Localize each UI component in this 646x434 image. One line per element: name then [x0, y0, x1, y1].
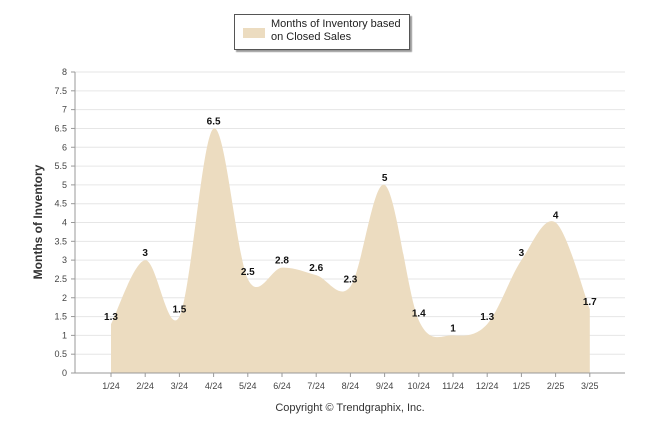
y-tick-label: 0 [62, 368, 67, 378]
x-tick-label: 10/24 [408, 381, 431, 391]
y-tick-label: 3.5 [54, 236, 67, 246]
x-tick-label: 6/24 [273, 381, 291, 391]
gridlines [75, 71, 625, 355]
y-tick-labels: 0 0.5 1 1.5 2 2.5 3 3.5 4 4.5 5 5.5 6 6.5 7 7.5 8 [54, 67, 67, 378]
data-label: 3 [519, 248, 525, 259]
data-label: 4 [553, 211, 559, 222]
data-label: 1.3 [104, 312, 118, 323]
y-tick-label: 4 [62, 218, 67, 228]
y-tick-label: 4.5 [54, 199, 67, 209]
y-tick-label: 5.5 [54, 161, 67, 171]
y-tick-label: 6 [62, 142, 67, 152]
y-tick-label: 2 [62, 293, 67, 303]
data-label: 1 [450, 323, 456, 334]
y-tick-label: 3 [62, 255, 67, 265]
y-tick-label: 7.5 [54, 86, 67, 96]
data-label: 2.5 [241, 267, 255, 278]
data-label: 2.8 [275, 256, 289, 267]
data-label: 2.3 [343, 274, 357, 285]
area-series [111, 128, 590, 373]
data-label: 1.7 [583, 297, 597, 308]
x-tick-label: 3/24 [171, 381, 189, 391]
data-label: 5 [382, 173, 388, 184]
copyright-footer: Copyright © Trendgraphix, Inc. [275, 402, 425, 414]
y-tick-label: 8 [62, 67, 67, 77]
x-tick-label: 7/24 [307, 381, 325, 391]
x-tick-label: 11/24 [442, 381, 464, 391]
data-labels: 1.3 3 1.5 6.5 2.5 2.8 2.6 2.3 5 1.4 1 1.3 3 4 1.7 [104, 116, 597, 334]
data-label: 1.4 [412, 308, 426, 319]
y-tick-label: 1.5 [54, 312, 67, 322]
data-label: 1.5 [172, 305, 186, 316]
x-tick-label: 2/24 [136, 381, 154, 391]
data-label: 3 [142, 248, 148, 259]
x-tick-labels: 1/24 2/24 3/24 4/24 5/24 6/24 7/24 8/24 9/24 10/2… [102, 381, 598, 391]
y-tick-label: 2.5 [54, 274, 67, 284]
data-label: 1.3 [480, 312, 494, 323]
legend-label: Months of Inventory based on Closed Sale… [271, 18, 401, 43]
y-tick-label: 1 [62, 330, 67, 340]
x-tick-label: 3/25 [581, 381, 599, 391]
x-tick-label: 9/24 [376, 381, 394, 391]
area-fill [111, 128, 590, 373]
y-tick-label: 5 [62, 180, 67, 190]
x-tick-label: 8/24 [342, 381, 360, 391]
x-tick-label: 1/25 [513, 381, 531, 391]
y-tick-label: 6.5 [54, 123, 67, 133]
legend-swatch [243, 28, 265, 38]
x-tick-label: 4/24 [205, 381, 223, 391]
y-tick-label: 7 [62, 105, 67, 115]
data-label: 2.6 [309, 263, 323, 274]
axes [71, 71, 625, 377]
x-tick-label: 2/25 [547, 381, 565, 391]
x-tick-label: 1/24 [102, 381, 120, 391]
legend: Months of Inventory based on Closed Sale… [234, 14, 410, 50]
x-tick-label: 12/24 [476, 381, 499, 391]
y-tick-label: 0.5 [54, 349, 67, 359]
x-tick-label: 5/24 [239, 381, 257, 391]
y-axis-title: Months of Inventory [31, 164, 45, 280]
data-label: 6.5 [207, 116, 221, 127]
